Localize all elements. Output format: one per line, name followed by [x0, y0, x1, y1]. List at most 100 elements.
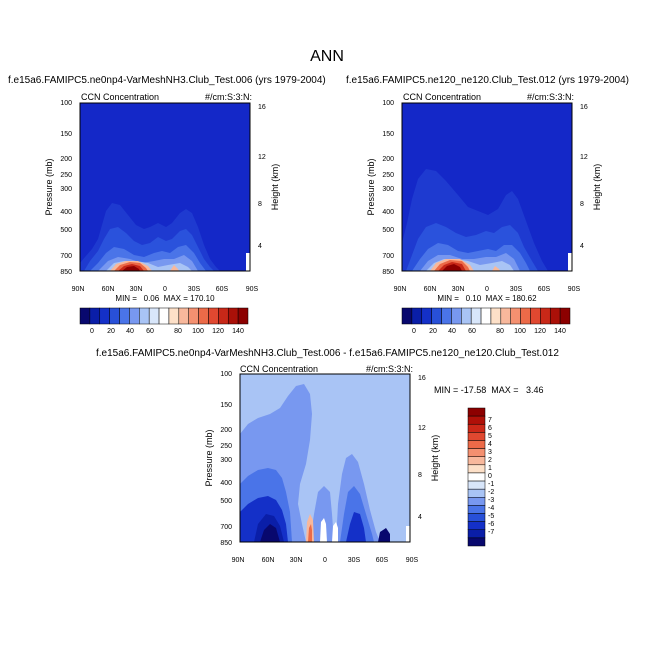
cb2-swatch [470, 307, 482, 325]
panel2-cb-label-20: 20 [429, 328, 437, 335]
panel2-lat-60S: 60S [538, 286, 551, 293]
panel1-lat-30N: 30N [130, 286, 143, 293]
panel3-ylabel-right: Height (km) [430, 435, 440, 482]
panel2-stats: MIN = 0.10 MAX = 180.62 [437, 294, 537, 303]
cb2-swatch [431, 307, 442, 325]
panel2-cb-label-100: 100 [514, 328, 526, 335]
panel1-colorbar: 0 20 40 60 80 100 120 140 [79, 307, 249, 335]
panel2-ptick-400: 400 [382, 209, 394, 216]
panel3-frame [239, 373, 411, 543]
panel2-missing-region [568, 253, 572, 271]
panel2-cb-label-80: 80 [496, 328, 504, 335]
panel3-cb-label-m7: -7 [488, 529, 494, 536]
panel1-htick-16: 16 [258, 104, 266, 111]
panel3-cb-label-4: 4 [488, 441, 492, 448]
panel3-lat-60S: 60S [376, 557, 389, 564]
panel3-lat-30N: 30N [290, 557, 303, 564]
panel1-ptick-700: 700 [60, 253, 72, 260]
panel2-units: #/cm:S:3:N: [527, 92, 575, 102]
panel2-ptick-250: 250 [382, 172, 394, 179]
cb3-swatch [467, 480, 486, 490]
panel2-htick-16: 16 [580, 104, 588, 111]
cb3-swatch [467, 423, 486, 433]
panel1-htick-4: 4 [258, 243, 262, 250]
cb2-swatch [559, 307, 571, 325]
cb3-swatch [467, 537, 486, 547]
panel3-cb-label-6: 6 [488, 425, 492, 432]
panel3-contour-neg1b [310, 486, 334, 542]
cb3-swatch [467, 456, 486, 466]
panel3-colorbar: 7 6 5 4 3 2 1 0 -1 -2 -3 -4 -5 -6 -7 [467, 407, 494, 547]
panel2-ptick-300: 300 [382, 186, 394, 193]
panel2-ptick-850: 850 [382, 269, 394, 276]
panel1-lat-60S: 60S [216, 286, 229, 293]
panel2-colorbar: 0 20 40 60 80 100 120 140 [401, 307, 571, 335]
panel1-cb-label-140: 140 [232, 328, 244, 335]
panel3-contour-zero-b [332, 522, 338, 542]
cb1-swatch [139, 307, 150, 325]
cb2-swatch [411, 307, 423, 325]
cb1-swatch [79, 307, 91, 325]
panel1-lat-90S: 90S [246, 286, 259, 293]
cb3-swatch [467, 472, 486, 482]
panel1-contour-9 [122, 266, 140, 271]
panel1-ptick-100: 100 [60, 100, 72, 107]
panel1-htick-8: 8 [258, 201, 262, 208]
panel3-cb-label-1: 1 [488, 465, 492, 472]
panel3-cb-label-3: 3 [488, 449, 492, 456]
panel1-ptick-300: 300 [60, 186, 72, 193]
panel2-lat-60N: 60N [424, 286, 437, 293]
panel1-var-label: CCN Concentration [81, 92, 160, 102]
cb2-swatch [480, 307, 492, 325]
cb3-swatch [467, 497, 486, 506]
panel1-lat-60N: 60N [102, 286, 115, 293]
cb2-swatch [540, 307, 551, 325]
cb2-swatch [549, 307, 561, 325]
panel1-lat-30S: 30S [188, 286, 201, 293]
panel1-missing-region [246, 253, 250, 271]
cb3-swatch [467, 521, 486, 531]
cb3-swatch [467, 440, 486, 449]
panel3-ptick-150: 150 [220, 402, 232, 409]
panel2-lat-30N: 30N [452, 286, 465, 293]
cb1-swatch [188, 307, 199, 325]
panel3-lat-90S: 90S [406, 557, 419, 564]
cb3-swatch [467, 407, 486, 417]
cb1-swatch [99, 307, 110, 325]
cb1-swatch [89, 307, 101, 325]
panel1-ptick-250: 250 [60, 172, 72, 179]
panel1-stats: MIN = 0.06 MAX = 170.10 [115, 294, 215, 303]
cb1-swatch [129, 307, 140, 325]
panel1-ylabel-right: Height (km) [270, 164, 280, 211]
panel2-cb-label-120: 120 [534, 328, 546, 335]
cb1-swatch [158, 307, 170, 325]
panel3-lat-60N: 60N [262, 557, 275, 564]
panel2-cb-label-40: 40 [448, 328, 456, 335]
panel3-ptick-200: 200 [220, 427, 232, 434]
cb2-swatch [461, 307, 472, 325]
figure-title: ANN [310, 48, 344, 65]
panel3-ylabel: Pressure (mb) [204, 429, 214, 486]
cb1-swatch [168, 307, 180, 325]
panel1-contour-10 [170, 265, 179, 271]
panel3-htick-16: 16 [418, 375, 426, 382]
panel1-cb-label-60: 60 [146, 328, 154, 335]
panel1-ylabel: Pressure (mb) [44, 158, 54, 215]
panel3-case-title: f.e15a6.FAMIPC5.ne0np4-VarMeshNH3.Club_T… [96, 348, 559, 359]
panel3-cb-label-0: 0 [488, 473, 492, 480]
panel3-units: #/cm:S:3:N: [366, 364, 414, 374]
panel3-cb-label-m2: -2 [488, 489, 494, 496]
cb2-swatch [520, 307, 531, 325]
panel3-ptick-250: 250 [220, 443, 232, 450]
cb3-swatch [467, 488, 486, 498]
cb1-swatch [148, 307, 160, 325]
panel2-case-title: f.e15a6.FAMIPC5.ne120_ne120.Club_Test.01… [346, 75, 629, 86]
panel2-ptick-700: 700 [382, 253, 394, 260]
panel1-ptick-500: 500 [60, 227, 72, 234]
panel3-ptick-500: 500 [220, 498, 232, 505]
cb2-swatch [510, 307, 521, 325]
cb3-swatch [467, 464, 486, 474]
panel3-lat-90N: 90N [232, 557, 245, 564]
panel2-contour-10 [492, 266, 500, 271]
panel2-ptick-500: 500 [382, 227, 394, 234]
